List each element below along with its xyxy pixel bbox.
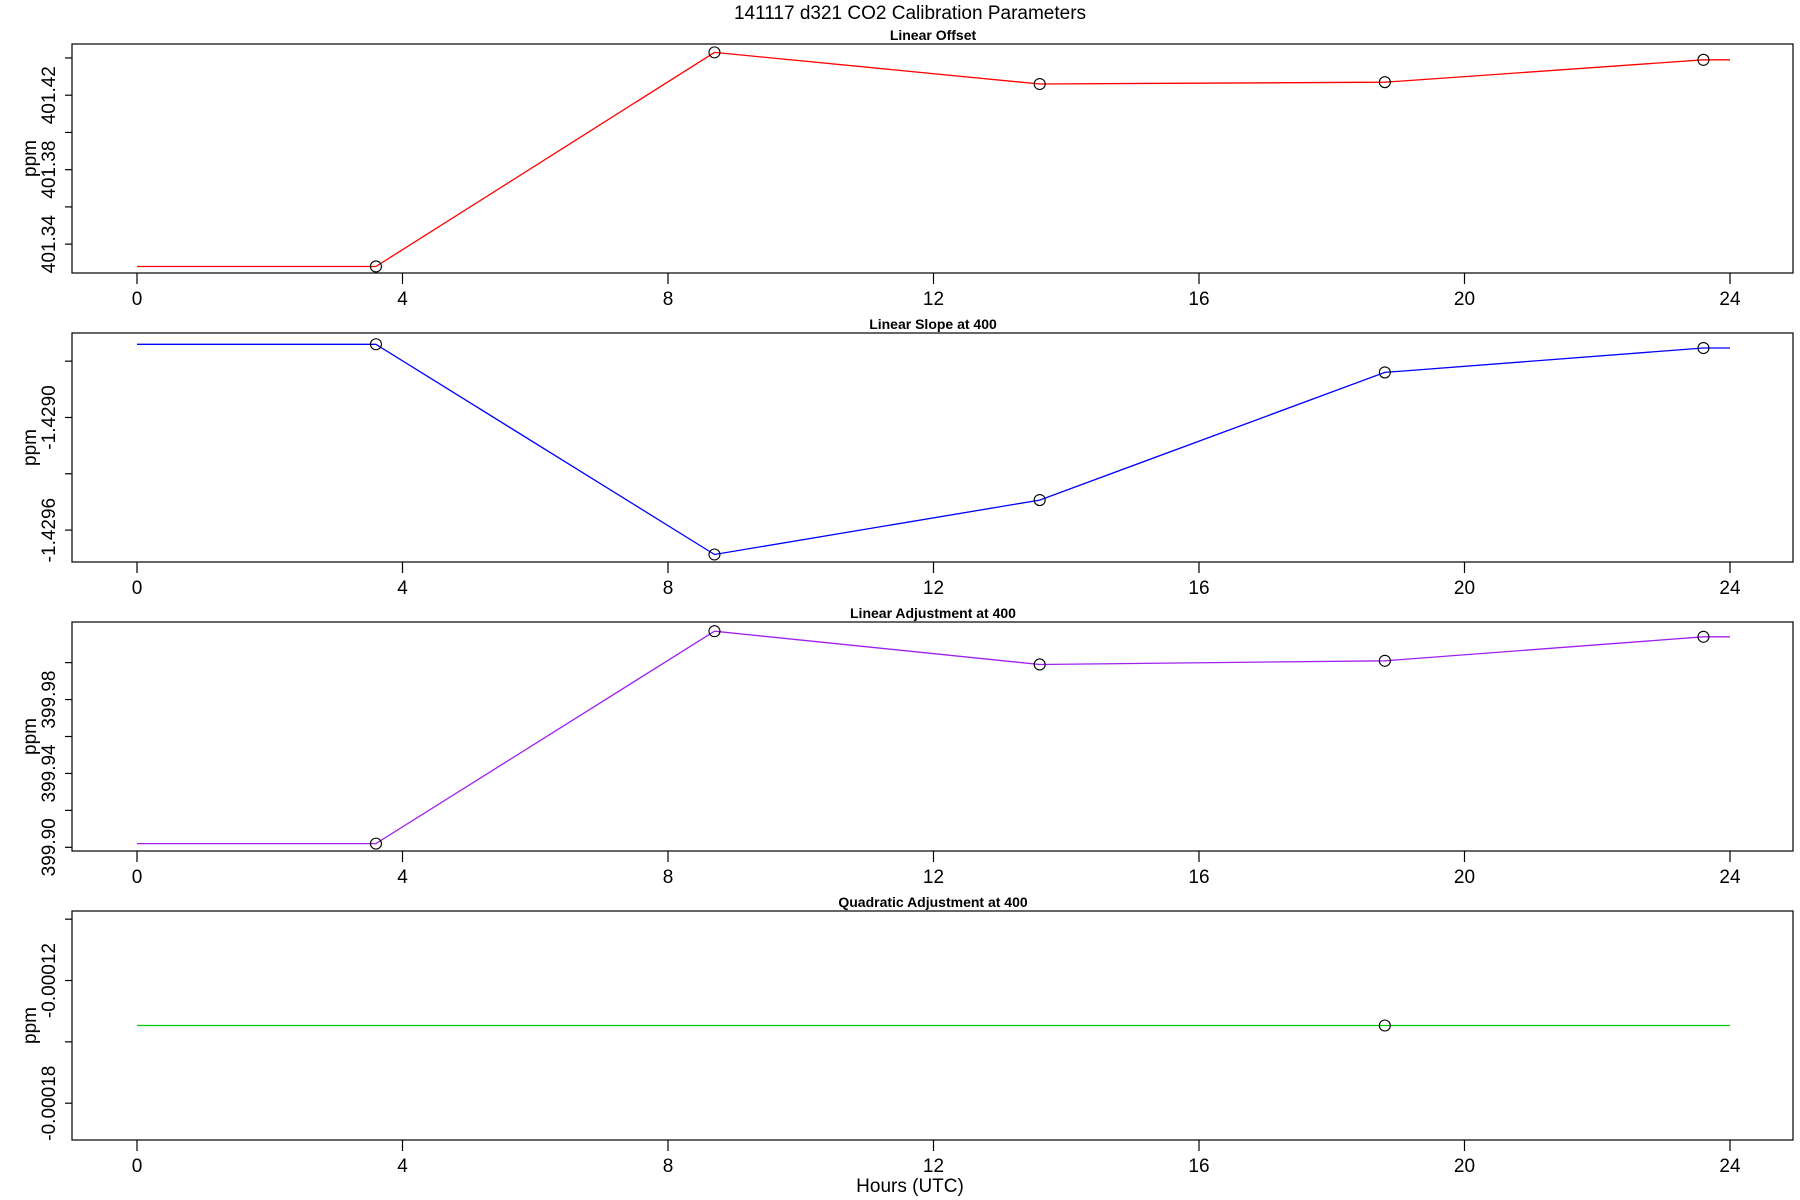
x-tick-label: 12 — [923, 1156, 944, 1177]
x-tick-label: 4 — [397, 578, 408, 599]
x-tick-label: 12 — [923, 867, 944, 888]
x-tick-label: 8 — [663, 289, 674, 310]
data-point — [708, 46, 721, 59]
plot-frame — [71, 43, 1794, 274]
plot-frame — [71, 621, 1794, 852]
x-tick-label: 24 — [1719, 289, 1741, 310]
x-tick-label: 12 — [923, 578, 944, 599]
x-tick-label: 4 — [397, 867, 408, 888]
y-tick-label: 401.38 — [39, 141, 60, 199]
data-point — [369, 260, 383, 273]
y-tick-label: -1.4296 — [39, 498, 60, 562]
x-tick-label: 24 — [1719, 1156, 1741, 1177]
y-tick-label: -0.00012 — [39, 943, 60, 1018]
x-tick-label: 12 — [923, 289, 944, 310]
y-axis-label: ppm — [20, 140, 41, 177]
panel-title: Quadratic Adjustment at 400 — [838, 894, 1028, 910]
data-point — [1378, 76, 1391, 89]
panel-title: Linear Slope at 400 — [869, 316, 997, 332]
data-point — [1697, 341, 1710, 355]
series-line — [137, 343, 1730, 556]
data-point — [1697, 630, 1710, 643]
chart-panels: Linear Offset ppm 0 4 8 12 16 20 24 401.34 401.38 4… — [20, 27, 1794, 1177]
y-tick-label: 399.94 — [39, 744, 60, 803]
data-point — [1033, 494, 1046, 507]
data-point — [1378, 366, 1391, 379]
data-point — [708, 548, 721, 561]
x-tick-label: 0 — [132, 578, 143, 599]
x-axis-title: Hours (UTC) — [856, 1176, 964, 1197]
data-point — [1378, 1019, 1391, 1032]
x-tick-label: 24 — [1719, 578, 1741, 599]
series-line — [137, 630, 1730, 845]
x-tick-label: 8 — [663, 867, 674, 888]
panel-title: Linear Adjustment at 400 — [850, 605, 1016, 621]
y-axis-label: ppm — [20, 1007, 41, 1044]
y-axis-label: ppm — [20, 429, 41, 466]
x-tick-label: 16 — [1188, 578, 1209, 599]
x-tick-label: 8 — [663, 1156, 674, 1177]
panel-4: Quadratic Adjustment at 400 ppm 0 4 8 12 16 20 2… — [20, 894, 1794, 1177]
data-point — [369, 338, 383, 351]
y-tick-label: 401.34 — [39, 215, 60, 274]
x-tick-label: 24 — [1719, 867, 1741, 888]
plot-frame — [71, 910, 1794, 1141]
figure-title: 141117 d321 CO2 Calibration Parameters — [734, 3, 1086, 24]
x-tick-label: 4 — [397, 1156, 408, 1177]
data-point — [1697, 53, 1710, 66]
x-tick-label: 0 — [132, 1156, 143, 1177]
x-tick-label: 16 — [1188, 867, 1209, 888]
x-tick-label: 8 — [663, 578, 674, 599]
series-line — [137, 51, 1730, 268]
x-tick-label: 0 — [132, 289, 143, 310]
data-point — [1033, 658, 1046, 671]
panel-2: Linear Slope at 400 ppm 0 4 8 12 16 20 24 -1.4296… — [20, 316, 1794, 599]
x-tick-label: 4 — [397, 289, 408, 310]
data-point — [708, 625, 721, 638]
data-point — [1378, 654, 1391, 667]
data-point — [1033, 77, 1046, 91]
x-tick-label: 16 — [1188, 289, 1209, 310]
x-tick-label: 20 — [1454, 578, 1475, 599]
x-tick-label: 20 — [1454, 289, 1475, 310]
y-tick-label: 399.98 — [39, 671, 60, 729]
data-point — [369, 837, 383, 850]
x-tick-label: 20 — [1454, 867, 1475, 888]
panel-title: Linear Offset — [890, 27, 977, 43]
panel-3: Linear Adjustment at 400 ppm 0 4 8 12 16 20 24 39… — [20, 605, 1794, 888]
x-tick-label: 0 — [132, 867, 143, 888]
y-axis-label: ppm — [20, 718, 41, 755]
x-tick-label: 16 — [1188, 1156, 1209, 1177]
plot-frame — [71, 332, 1794, 563]
y-tick-label: 399.90 — [39, 818, 60, 876]
y-tick-label: 401.42 — [39, 66, 60, 124]
x-tick-label: 20 — [1454, 1156, 1475, 1177]
panel-1: Linear Offset ppm 0 4 8 12 16 20 24 401.34 401.38 4… — [20, 27, 1794, 310]
y-tick-label: -0.00018 — [39, 1066, 60, 1141]
y-tick-label: -1.4290 — [39, 385, 60, 449]
